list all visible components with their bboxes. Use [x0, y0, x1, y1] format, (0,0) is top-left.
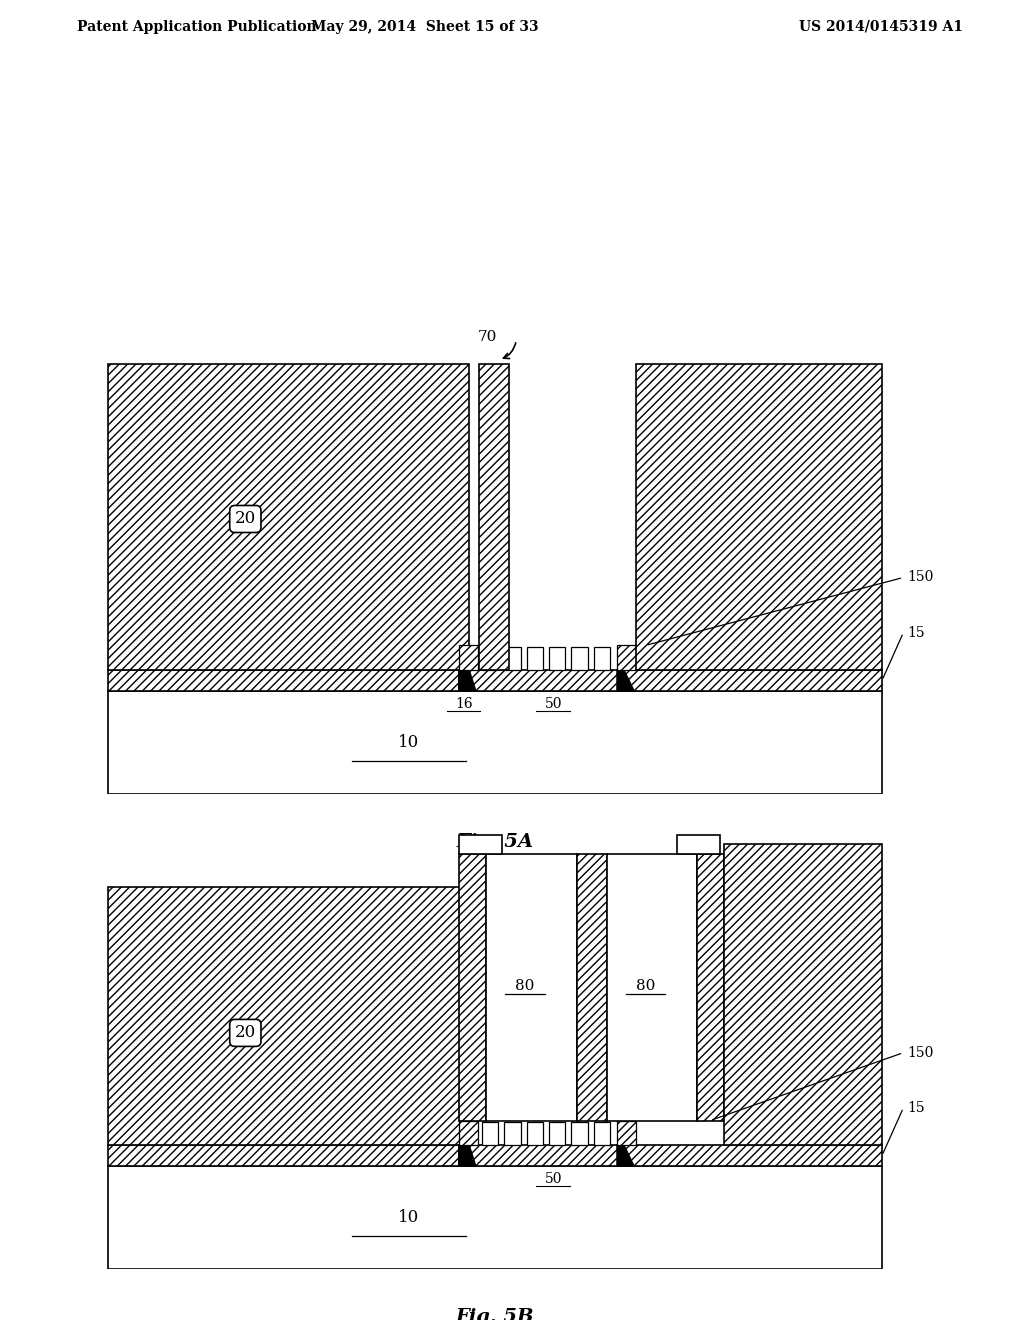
Text: 20: 20: [234, 1024, 256, 1041]
Text: 16: 16: [455, 697, 473, 711]
Bar: [724, 843, 882, 1144]
Text: 20: 20: [234, 511, 256, 528]
Text: Fig. 5B: Fig. 5B: [456, 1308, 535, 1320]
Polygon shape: [616, 669, 634, 692]
Bar: [504, 647, 520, 669]
Text: 70: 70: [478, 330, 498, 343]
Bar: [108, 1167, 882, 1270]
Text: 150: 150: [907, 570, 934, 585]
Text: 150: 150: [907, 1045, 934, 1060]
Bar: [459, 645, 477, 669]
Bar: [459, 836, 502, 854]
Bar: [616, 645, 636, 669]
Bar: [697, 854, 724, 1121]
Bar: [549, 1122, 565, 1144]
Bar: [108, 364, 469, 669]
Bar: [108, 887, 469, 1144]
Text: May 29, 2014  Sheet 15 of 33: May 29, 2014 Sheet 15 of 33: [311, 20, 539, 34]
Text: Fig. 5A: Fig. 5A: [457, 833, 534, 850]
Bar: [108, 669, 882, 692]
Text: 10: 10: [398, 734, 420, 751]
Text: US 2014/0145319 A1: US 2014/0145319 A1: [799, 20, 963, 34]
Text: 50: 50: [545, 1172, 562, 1187]
Bar: [616, 1121, 636, 1144]
Bar: [577, 854, 606, 1121]
Bar: [526, 647, 543, 669]
Bar: [549, 647, 565, 669]
Text: 10: 10: [398, 1209, 420, 1226]
Bar: [571, 647, 588, 669]
Bar: [606, 854, 697, 1121]
Text: 80: 80: [636, 978, 655, 993]
Bar: [636, 364, 882, 669]
Bar: [482, 647, 499, 669]
Polygon shape: [616, 1144, 634, 1167]
Bar: [459, 854, 486, 1121]
Text: Patent Application Publication: Patent Application Publication: [77, 20, 316, 34]
Polygon shape: [459, 1144, 476, 1167]
Bar: [571, 1122, 588, 1144]
Text: 50: 50: [545, 697, 562, 711]
Bar: [486, 854, 577, 1121]
Bar: [482, 1122, 499, 1144]
Text: 15: 15: [907, 1101, 926, 1114]
Bar: [504, 1122, 520, 1144]
Bar: [459, 1121, 477, 1144]
Text: 15: 15: [907, 626, 926, 639]
Bar: [594, 1122, 610, 1144]
Bar: [677, 836, 720, 854]
Polygon shape: [459, 669, 476, 692]
Bar: [108, 1144, 882, 1167]
Bar: [594, 647, 610, 669]
Bar: [108, 692, 882, 795]
Bar: [526, 1122, 543, 1144]
Text: 80: 80: [515, 978, 535, 993]
Bar: [479, 364, 509, 669]
